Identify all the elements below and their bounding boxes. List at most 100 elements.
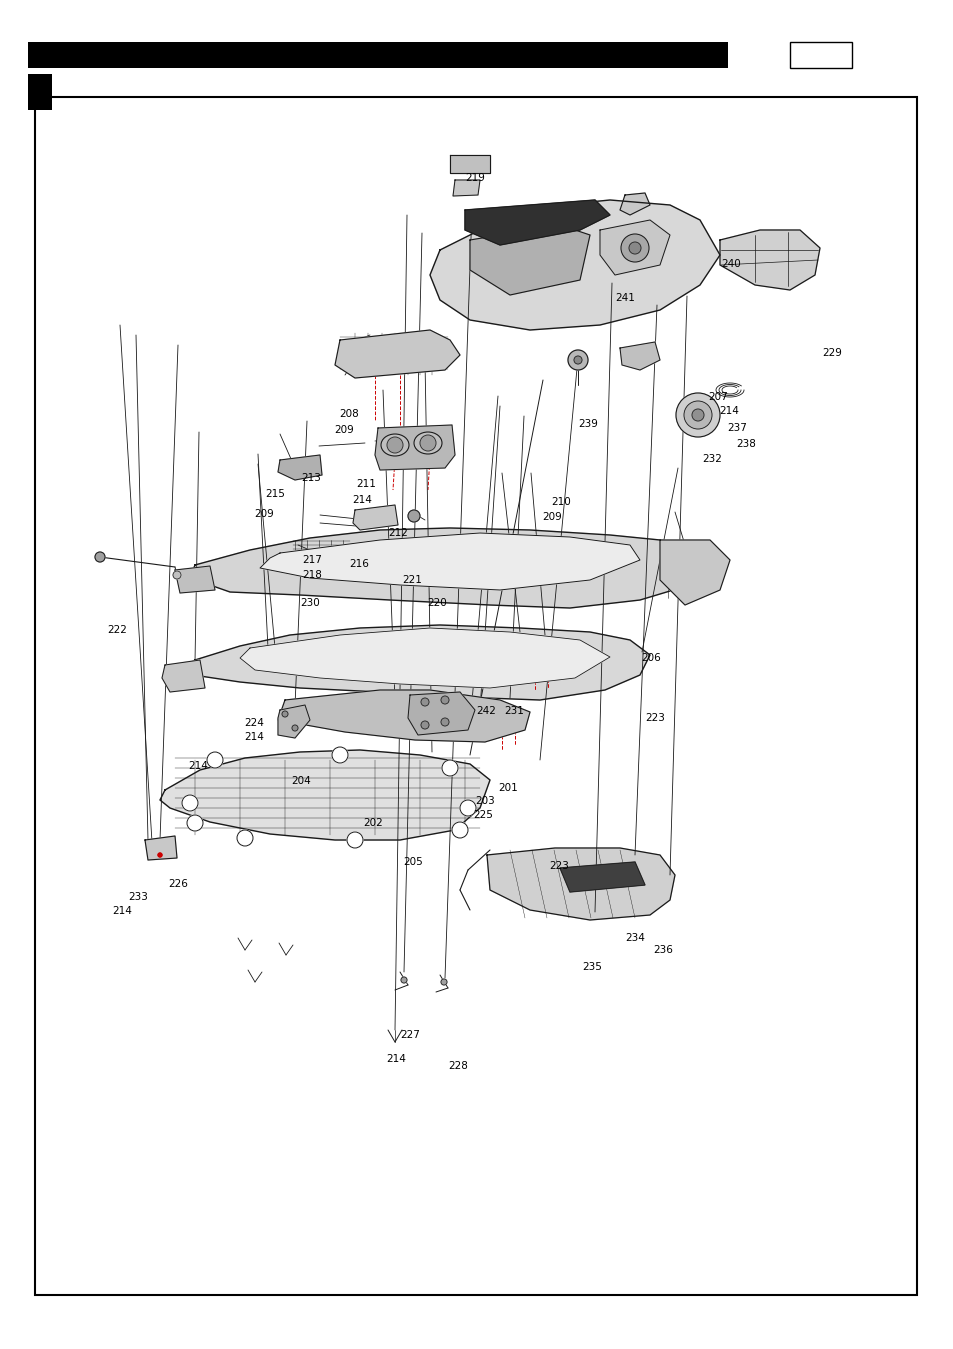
Polygon shape [486, 849, 675, 920]
Circle shape [440, 718, 449, 726]
Text: 235: 235 [581, 962, 601, 973]
Text: 229: 229 [821, 348, 841, 359]
Ellipse shape [414, 432, 441, 455]
Text: 220: 220 [427, 598, 447, 608]
Text: 228: 228 [448, 1060, 468, 1071]
Text: 216: 216 [349, 558, 369, 569]
Text: 219: 219 [465, 173, 485, 183]
Text: 230: 230 [300, 598, 320, 608]
Polygon shape [599, 220, 669, 275]
Text: 214: 214 [244, 731, 264, 742]
Circle shape [95, 552, 105, 563]
Text: 225: 225 [473, 809, 493, 820]
Text: 213: 213 [301, 472, 321, 483]
Circle shape [683, 401, 711, 429]
Circle shape [332, 747, 348, 764]
Circle shape [187, 815, 203, 831]
Text: 240: 240 [720, 259, 740, 270]
Text: 206: 206 [640, 653, 660, 664]
Bar [35, 97, 916, 1295]
Text: 211: 211 [355, 479, 375, 490]
Text: 214: 214 [719, 406, 739, 417]
Polygon shape [160, 750, 490, 840]
Circle shape [408, 510, 419, 522]
Text: 204: 204 [291, 776, 311, 786]
Text: 241: 241 [615, 293, 635, 304]
Polygon shape [190, 527, 709, 608]
Circle shape [628, 241, 640, 254]
Circle shape [620, 233, 648, 262]
Text: 214: 214 [112, 905, 132, 916]
Circle shape [420, 720, 429, 728]
Circle shape [459, 800, 476, 816]
Circle shape [207, 751, 223, 768]
Polygon shape [408, 692, 475, 735]
Text: 208: 208 [339, 409, 359, 420]
Polygon shape [260, 533, 639, 590]
Text: 209: 209 [334, 425, 354, 436]
Polygon shape [277, 706, 310, 738]
Text: 203: 203 [475, 796, 495, 807]
Text: 232: 232 [701, 453, 721, 464]
Polygon shape [619, 343, 659, 370]
Circle shape [452, 822, 468, 838]
Text: 209: 209 [541, 511, 561, 522]
Polygon shape [559, 862, 644, 892]
Text: 231: 231 [504, 706, 524, 716]
Text: 210: 210 [551, 496, 571, 507]
Circle shape [440, 696, 449, 704]
Bar [28, 42, 727, 67]
Polygon shape [277, 455, 322, 480]
Circle shape [676, 393, 720, 437]
Polygon shape [145, 836, 177, 861]
Circle shape [158, 853, 162, 857]
Text: 215: 215 [265, 488, 285, 499]
Text: 223: 223 [644, 712, 664, 723]
Circle shape [574, 356, 581, 364]
Text: 222: 222 [107, 625, 127, 635]
Circle shape [419, 434, 436, 451]
Circle shape [441, 759, 457, 776]
Text: 218: 218 [302, 569, 322, 580]
Text: 221: 221 [402, 575, 422, 585]
Circle shape [347, 832, 363, 849]
Circle shape [182, 795, 198, 811]
Polygon shape [464, 200, 609, 246]
Circle shape [440, 979, 447, 985]
Polygon shape [659, 540, 729, 604]
Polygon shape [430, 200, 720, 331]
Polygon shape [450, 155, 490, 173]
Polygon shape [335, 331, 459, 378]
Text: 239: 239 [578, 418, 598, 429]
Text: 214: 214 [188, 761, 208, 772]
Text: 226: 226 [168, 878, 188, 889]
Text: 236: 236 [653, 944, 673, 955]
Polygon shape [240, 629, 609, 688]
Text: 238: 238 [736, 438, 756, 449]
Text: 209: 209 [253, 509, 274, 519]
Text: 233: 233 [128, 892, 148, 902]
Circle shape [282, 711, 288, 718]
Bar [789, 42, 851, 67]
Polygon shape [470, 225, 589, 295]
Polygon shape [453, 179, 479, 196]
Circle shape [691, 409, 703, 421]
Text: 207: 207 [707, 391, 727, 402]
Text: 201: 201 [497, 782, 517, 793]
Polygon shape [162, 660, 205, 692]
Circle shape [292, 724, 297, 731]
Polygon shape [277, 689, 530, 742]
Text: 234: 234 [624, 932, 644, 943]
Text: 214: 214 [352, 495, 372, 506]
Text: 212: 212 [388, 527, 408, 538]
Ellipse shape [380, 434, 409, 456]
Polygon shape [185, 625, 649, 700]
Polygon shape [174, 567, 214, 594]
Text: 242: 242 [476, 706, 496, 716]
Polygon shape [619, 193, 649, 214]
Text: 214: 214 [386, 1054, 406, 1064]
Polygon shape [353, 505, 397, 530]
Text: 223: 223 [549, 861, 569, 871]
Circle shape [420, 697, 429, 706]
Text: 237: 237 [726, 422, 746, 433]
